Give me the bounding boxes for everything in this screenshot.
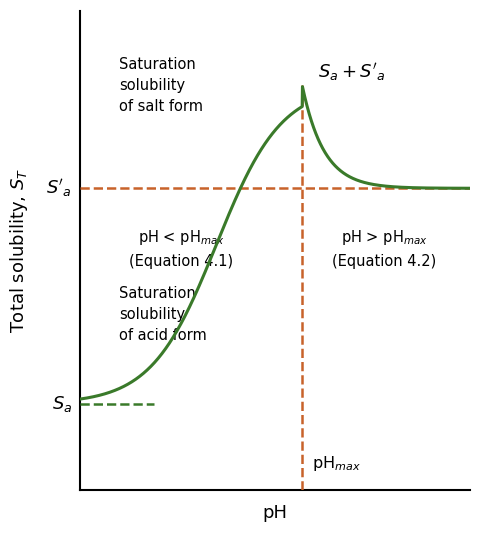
X-axis label: pH: pH (262, 504, 287, 522)
Text: pH < pH$_{max}$
(Equation 4.1): pH < pH$_{max}$ (Equation 4.1) (129, 228, 233, 269)
Text: $S_a + S'_a$: $S_a + S'_a$ (317, 61, 384, 83)
Text: Saturation
solubility
of acid form: Saturation solubility of acid form (119, 286, 206, 343)
Text: $\mathrm{pH}_{max}$: $\mathrm{pH}_{max}$ (312, 454, 360, 473)
Text: pH > pH$_{max}$
(Equation 4.2): pH > pH$_{max}$ (Equation 4.2) (331, 228, 435, 269)
Text: $S'_a$: $S'_a$ (46, 177, 72, 199)
Text: Saturation
solubility
of salt form: Saturation solubility of salt form (119, 56, 203, 114)
Text: Total solubility, $S_T$: Total solubility, $S_T$ (9, 168, 30, 333)
Text: $S_a$: $S_a$ (52, 394, 72, 414)
